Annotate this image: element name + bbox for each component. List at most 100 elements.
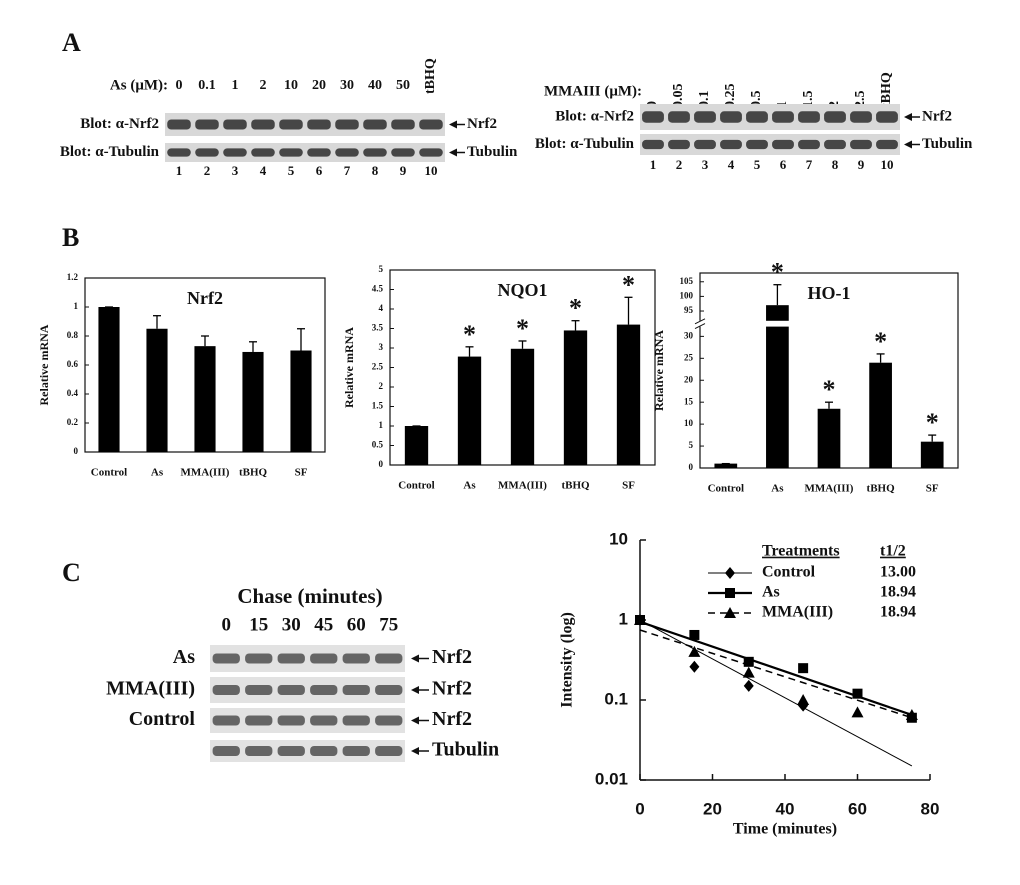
data-point	[634, 614, 646, 625]
y-tick-label: 30	[684, 330, 694, 340]
y-tick-label: 0.1	[604, 689, 628, 708]
legend-marker	[725, 567, 735, 579]
y-tick-label: 25	[684, 352, 694, 362]
lane-number: 3	[702, 157, 709, 172]
arrow-head	[904, 140, 912, 149]
band	[310, 746, 338, 756]
band	[824, 139, 846, 150]
band	[772, 139, 794, 150]
lane-number: 6	[316, 163, 323, 178]
bar	[457, 356, 482, 465]
band	[375, 746, 403, 756]
lane-label: 50	[396, 78, 410, 93]
band	[746, 139, 768, 150]
x-tick-label: MMA(III)	[498, 480, 547, 492]
band	[310, 685, 338, 695]
x-tick-label: tBHQ	[867, 483, 896, 495]
break-mark	[694, 318, 706, 325]
x-tick-label: SF	[926, 483, 939, 495]
data-point	[905, 708, 918, 720]
x-tick-label: MMA(III)	[181, 467, 230, 479]
lane-label: tBHQ	[423, 58, 438, 94]
lane-number: 5	[754, 157, 761, 172]
legend-half-life: 13.00	[880, 564, 916, 581]
arrow-head	[411, 686, 419, 694]
bar	[817, 408, 841, 468]
y-tick-label: 10	[684, 418, 694, 428]
bar	[869, 362, 892, 468]
y-tick-label: 0	[689, 462, 694, 472]
y-tick-label: 5	[379, 264, 384, 274]
bar	[290, 350, 312, 452]
y-tick-label: 1.2	[67, 272, 79, 282]
y-tick-label: 0	[379, 459, 384, 469]
treatment-label: MMAIII (μM):	[544, 83, 642, 99]
significance-marker: *	[463, 320, 476, 349]
x-tick-label: Control	[708, 483, 744, 495]
band	[245, 715, 273, 726]
band	[798, 139, 820, 150]
lane-label: 45	[314, 614, 333, 635]
lane-number: 10	[425, 163, 438, 178]
blot-strip	[210, 708, 405, 733]
treatment-label: As (μM):	[110, 77, 168, 93]
chart-title: HO-1	[808, 283, 851, 303]
legend-marker	[724, 607, 736, 618]
band	[668, 139, 690, 150]
significance-marker: *	[926, 408, 939, 437]
band	[375, 653, 403, 664]
band	[245, 746, 273, 756]
lane-label: 0.5	[749, 91, 764, 109]
bar	[766, 305, 789, 468]
band	[212, 715, 240, 726]
legend-label: MMA(III)	[762, 604, 833, 621]
y-tick-label: 1	[379, 420, 384, 430]
y-tick-label: 95	[684, 305, 694, 315]
significance-marker: *	[516, 314, 529, 343]
lane-number: 1	[176, 163, 183, 178]
x-tick-label: Control	[91, 467, 127, 479]
lane-number: 7	[344, 163, 351, 178]
y-tick-label: 20	[684, 374, 694, 384]
lane-number: 2	[676, 157, 683, 172]
legend-half-life: 18.94	[880, 584, 916, 601]
band	[363, 148, 387, 157]
band	[876, 139, 898, 150]
x-tick-label: 20	[703, 799, 722, 818]
band	[720, 139, 742, 150]
x-tick-label: SF	[295, 467, 308, 479]
y-tick-label: 0.5	[372, 440, 384, 450]
data-point	[743, 656, 754, 667]
band	[746, 111, 768, 123]
lane-number: 2	[204, 163, 211, 178]
lane-label: 0.25	[723, 84, 738, 109]
bar	[616, 324, 641, 465]
row-label: As	[173, 646, 195, 668]
band	[251, 148, 275, 157]
legend-label: Control	[762, 564, 816, 581]
data-point	[689, 629, 700, 640]
band	[277, 653, 305, 664]
band	[342, 715, 370, 726]
lane-number: 3	[232, 163, 239, 178]
lane-label: 1.5	[801, 91, 816, 109]
band	[375, 715, 403, 726]
bar	[714, 463, 738, 468]
x-tick-label: tBHQ	[239, 467, 268, 479]
bar	[242, 351, 264, 452]
lane-label: 30	[282, 614, 301, 635]
lane-number: 10	[881, 157, 894, 172]
y-tick-label: 0.4	[67, 388, 79, 398]
band	[167, 148, 191, 157]
panel-label: B	[62, 223, 79, 252]
row-label: Control	[129, 708, 196, 730]
target-label: Nrf2	[432, 678, 472, 700]
target-label: Nrf2	[922, 108, 952, 124]
data-point	[743, 679, 754, 692]
lane-label: 2	[260, 78, 267, 93]
y-tick-label: 0	[74, 446, 79, 456]
band	[876, 111, 898, 123]
lane-label: 1	[232, 78, 239, 93]
lane-label: 0	[176, 78, 183, 93]
band	[342, 685, 370, 695]
